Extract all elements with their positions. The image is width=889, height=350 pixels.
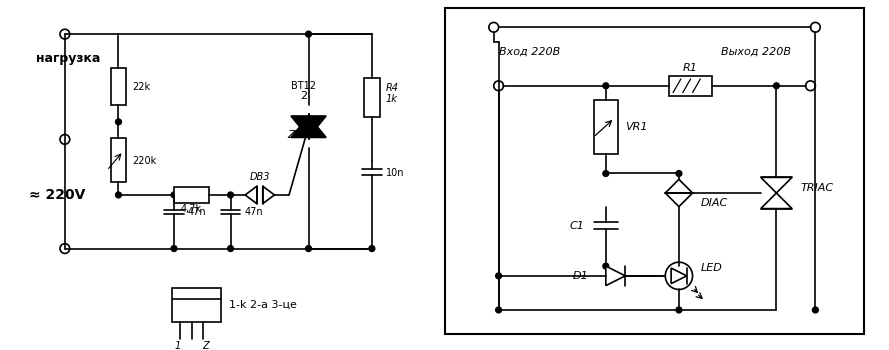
Text: Z: Z [202, 341, 209, 350]
Circle shape [665, 262, 693, 289]
Text: 10n: 10n [386, 168, 404, 177]
Circle shape [60, 134, 69, 144]
Text: Вход 220В: Вход 220В [499, 47, 560, 57]
Circle shape [496, 273, 501, 279]
Text: нагрузка: нагрузка [36, 52, 100, 65]
Circle shape [116, 192, 122, 198]
Circle shape [603, 263, 609, 269]
Circle shape [228, 246, 234, 252]
Circle shape [306, 246, 311, 252]
FancyBboxPatch shape [172, 288, 220, 322]
Polygon shape [605, 266, 625, 286]
Circle shape [60, 244, 69, 253]
Text: 47n: 47n [244, 208, 263, 217]
FancyBboxPatch shape [110, 68, 126, 105]
FancyBboxPatch shape [445, 8, 864, 334]
Circle shape [489, 22, 499, 32]
Text: 2: 2 [300, 91, 308, 100]
Circle shape [228, 192, 234, 198]
Text: Z: Z [287, 130, 295, 140]
Text: DB3: DB3 [250, 173, 270, 182]
Circle shape [171, 192, 177, 198]
Polygon shape [245, 186, 257, 204]
Circle shape [603, 83, 609, 89]
Circle shape [676, 307, 682, 313]
FancyBboxPatch shape [110, 138, 126, 182]
Text: LED: LED [701, 263, 722, 273]
Text: C1: C1 [570, 221, 584, 231]
Text: R1: R1 [683, 63, 698, 73]
Text: 1: 1 [313, 130, 319, 140]
Circle shape [676, 170, 682, 176]
Text: D1: D1 [573, 271, 589, 281]
Text: Выход 220В: Выход 220В [721, 47, 791, 57]
Text: 4,7k: 4,7k [181, 204, 202, 214]
Polygon shape [291, 116, 326, 138]
Text: DIAC: DIAC [701, 198, 727, 208]
Circle shape [60, 29, 69, 39]
Polygon shape [263, 186, 275, 204]
Circle shape [603, 170, 609, 176]
Circle shape [773, 83, 780, 89]
Circle shape [493, 81, 503, 91]
Text: 47n: 47n [188, 208, 206, 217]
Circle shape [369, 246, 375, 252]
Text: 220k: 220k [132, 156, 156, 166]
Polygon shape [665, 193, 693, 206]
Circle shape [306, 31, 311, 37]
FancyBboxPatch shape [364, 78, 380, 117]
Text: 1k: 1k [386, 94, 397, 104]
Polygon shape [761, 193, 792, 209]
Text: BT12: BT12 [292, 81, 316, 91]
FancyBboxPatch shape [174, 187, 209, 203]
Text: ≈ 220V: ≈ 220V [28, 188, 85, 202]
Polygon shape [671, 268, 686, 284]
Circle shape [811, 22, 821, 32]
Polygon shape [665, 179, 693, 193]
Polygon shape [761, 177, 792, 193]
FancyBboxPatch shape [594, 100, 618, 154]
Text: VR1: VR1 [625, 122, 648, 132]
Text: 1-k 2-а 3-це: 1-k 2-а 3-це [228, 299, 296, 309]
Text: R4: R4 [386, 83, 398, 93]
Circle shape [805, 81, 815, 91]
Polygon shape [291, 116, 326, 138]
Circle shape [171, 246, 177, 252]
Text: 1: 1 [175, 341, 181, 350]
Text: TRIAC: TRIAC [801, 183, 834, 193]
Circle shape [813, 307, 818, 313]
Circle shape [496, 307, 501, 313]
Text: 22k: 22k [132, 82, 150, 92]
FancyBboxPatch shape [669, 76, 712, 96]
Circle shape [116, 119, 122, 125]
